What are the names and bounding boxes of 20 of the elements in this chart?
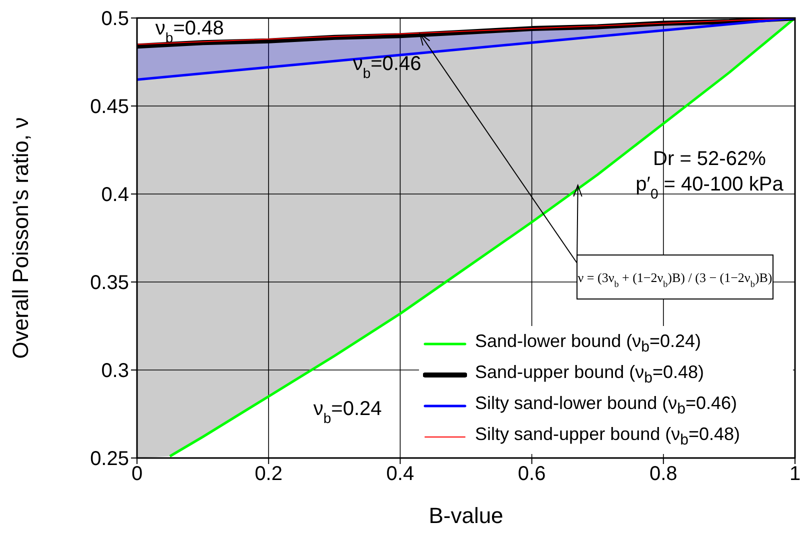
x-tick-label: 0 [131, 463, 143, 486]
x-tick-label: 0.2 [254, 463, 283, 486]
annotation: ν$_{b}$=0.24 [313, 398, 382, 426]
x-axis-title: B-value [428, 503, 504, 528]
legend-label: Silty sand-lower bound (ν$_{b}$=0.46) [475, 393, 737, 418]
y-tick-label: 0.4 [101, 184, 129, 206]
y-tick-label: 0.45 [90, 96, 129, 118]
y-tick-label: 0.5 [101, 8, 129, 30]
y-tick-label: 0.35 [90, 272, 129, 294]
legend-label: Sand-upper bound (ν$_{b}$=0.48) [475, 362, 704, 387]
y-axis-title: Overall Poisson's ratio, ν [8, 117, 33, 359]
x-tick-label: 0.6 [518, 463, 546, 486]
legend-label: Silty sand-upper bound (ν$_{b}$=0.48) [475, 424, 740, 449]
x-tick-label: 1 [789, 463, 801, 486]
annotation: ν = (3ν$_{b}$ + (1−2ν$_{b}$)B) / (3 − (1−2ν$_{b}$)B) [578, 270, 772, 289]
legend-label: Sand-lower bound (ν$_{b}$=0.24) [475, 331, 701, 356]
y-tick-label: 0.3 [101, 360, 129, 382]
y-tick-label: 0.25 [90, 448, 129, 470]
x-tick-label: 0.4 [386, 463, 414, 486]
x-tick-label: 0.8 [649, 463, 678, 486]
